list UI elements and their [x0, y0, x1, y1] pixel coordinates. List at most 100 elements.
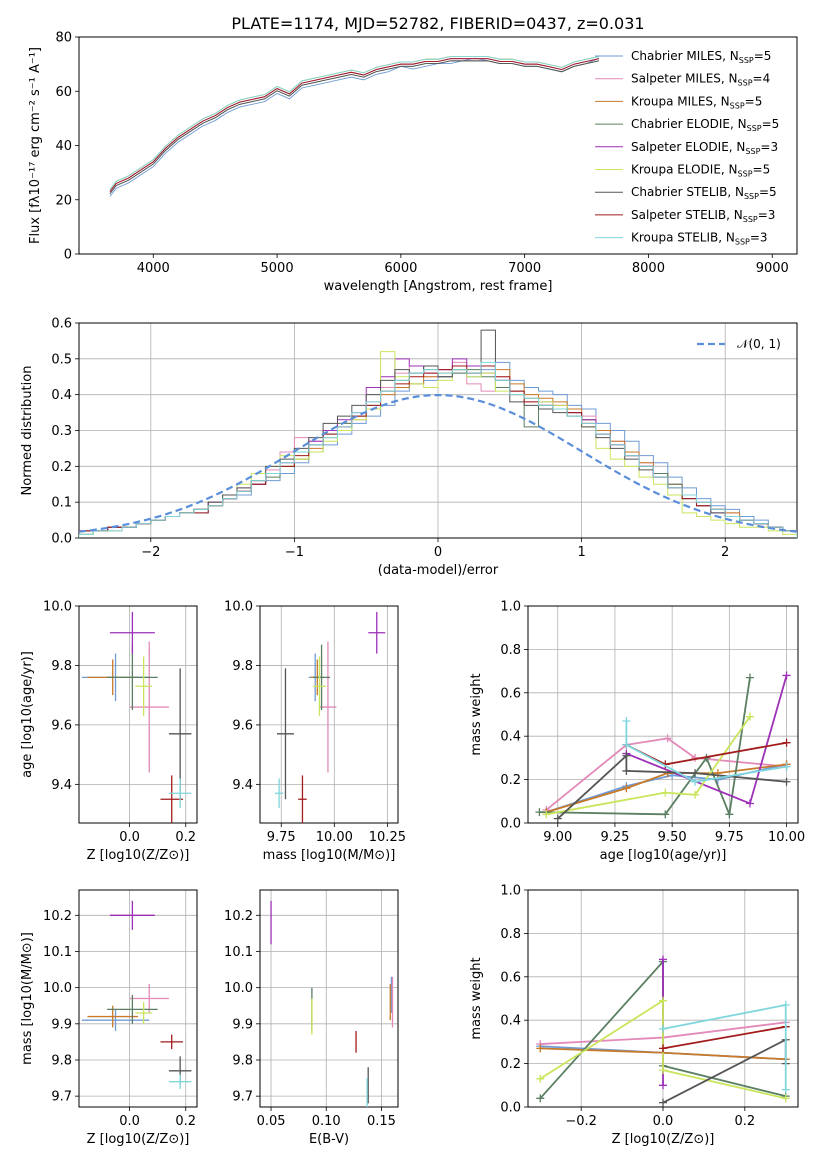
- y-tick-label: 9.8: [232, 1053, 253, 1068]
- plot-area-weight_vs_age: [535, 671, 791, 823]
- y-tick-label: 10.0: [43, 600, 72, 615]
- spectrum-line: [109, 60, 600, 195]
- weight-marker: [781, 1094, 790, 1103]
- weight-marker: [622, 717, 631, 726]
- x-tick-label: 5000: [261, 261, 294, 276]
- y-axis-label: mass weight: [469, 673, 484, 755]
- x-tick-label: −1: [285, 545, 304, 560]
- plot-area-mass_vs_Z: [81, 900, 192, 1089]
- figure-title: PLATE=1174, MJD=52782, FIBERID=0437, z=0…: [231, 14, 644, 33]
- spectrum-line: [109, 60, 600, 195]
- x-tick-label: 0: [434, 545, 442, 560]
- x-tick-label: 8000: [632, 261, 665, 276]
- spectrum-line: [109, 56, 600, 190]
- weight-marker: [536, 1094, 545, 1103]
- axes-frame: [78, 605, 198, 824]
- x-tick-label: −0.2: [565, 1114, 597, 1129]
- axes-frame: [259, 605, 399, 824]
- axes-frame: [78, 889, 198, 1108]
- weight-marker: [782, 738, 791, 747]
- legend-label: Kroupa STELIB, NSSP=3: [631, 231, 768, 247]
- x-tick-label: 2: [721, 545, 729, 560]
- weight-marker: [542, 810, 551, 819]
- x-tick-label: 0.0: [653, 1114, 674, 1129]
- plot-area-age_vs_mass: [274, 611, 386, 823]
- x-axis-label: wavelength [Angstrom, rest frame]: [324, 279, 553, 294]
- y-tick-label: 9.9: [51, 1017, 72, 1032]
- weight-line: [662, 1025, 786, 1050]
- y-tick-label: 9.6: [232, 718, 253, 733]
- x-tick-label: 9.25: [600, 830, 629, 845]
- weight-marker: [691, 790, 700, 799]
- x-tick-label: 0.10: [312, 1114, 341, 1129]
- weight-marker: [622, 740, 631, 749]
- x-tick-label: 9.50: [658, 830, 687, 845]
- y-tick-label: 0.6: [500, 686, 521, 701]
- weight-marker: [782, 762, 791, 771]
- x-tick-label: 10.00: [768, 830, 805, 845]
- weight-marker: [663, 734, 672, 743]
- panel-residuals: −2 −1 0 1 2 0.0 0.1 0.2 0.3 0.4 0.5 0.6 (data-model)…: [20, 317, 798, 578]
- weight-marker: [745, 712, 754, 721]
- plot-area-residuals: [79, 329, 797, 538]
- x-tick-label: 10.25: [369, 830, 406, 845]
- y-tick-label: 0.0: [51, 532, 72, 547]
- weight-line: [626, 675, 788, 805]
- weight-line: [539, 677, 751, 818]
- y-tick-label: 0.6: [500, 970, 521, 985]
- weight-marker: [782, 671, 791, 680]
- y-tick-label: 9.4: [232, 778, 253, 793]
- y-tick-label: 0.2: [500, 773, 521, 788]
- axes-frame: [78, 36, 798, 255]
- legend-label: Salpeter ELODIE, NSSP=3: [631, 140, 778, 156]
- x-tick-label: 9000: [756, 261, 789, 276]
- y-axis-label: mass weight: [469, 957, 484, 1039]
- weight-marker: [745, 673, 754, 682]
- weight-marker: [536, 1044, 545, 1053]
- weight-marker: [661, 810, 670, 819]
- panel-mass_vs_ebv: 0.05 0.10 0.15 9.7 9.8 9.9 10.0 10.1 10.2 E(B-V): [224, 889, 399, 1147]
- y-tick-label: 1.0: [500, 884, 521, 899]
- legend-label: Kroupa MILES, NSSP=5: [631, 94, 762, 110]
- weight-marker: [622, 784, 631, 793]
- y-tick-label: 9.7: [232, 1090, 253, 1105]
- y-tick-label: 9.4: [51, 778, 72, 793]
- weight-marker: [659, 1044, 667, 1053]
- plot-area-spectrum: [109, 56, 600, 197]
- x-tick-label: 1: [577, 545, 585, 560]
- y-tick-label: 0.0: [500, 817, 521, 832]
- y-tick-label: 10.2: [43, 909, 72, 924]
- legend-label: Chabrier MILES, NSSP=5: [631, 49, 771, 65]
- y-tick-label: 0.1: [51, 496, 72, 511]
- weight-marker: [659, 955, 667, 964]
- weight-marker: [745, 799, 754, 808]
- weight-marker: [659, 1081, 667, 1090]
- x-tick-label: 6000: [384, 261, 417, 276]
- weight-line: [625, 721, 787, 783]
- weight-marker: [553, 814, 562, 823]
- x-tick-label: 0.05: [257, 1114, 286, 1129]
- weight-marker: [659, 1066, 667, 1075]
- weight-marker: [659, 1098, 667, 1107]
- spectrum-line: [109, 58, 600, 192]
- y-tick-label: 80: [55, 31, 72, 46]
- weight-marker: [659, 996, 667, 1005]
- histogram-series: [79, 361, 797, 538]
- x-tick-label: 4000: [137, 261, 170, 276]
- legend-label: Chabrier STELIB, NSSP=5: [631, 185, 777, 201]
- weight-marker: [661, 788, 670, 797]
- x-tick-label: 7000: [508, 261, 541, 276]
- weight-marker: [691, 769, 700, 778]
- legend-label: 𝒩(0, 1): [737, 337, 781, 351]
- y-tick-label: 0.4: [51, 388, 72, 403]
- x-tick-label: 0.15: [367, 1114, 396, 1129]
- x-axis-label: Z [log10(Z/Z⊙)]: [87, 848, 190, 863]
- y-tick-label: 10.0: [43, 981, 72, 996]
- panel-weight_vs_age: 9.00 9.25 9.50 9.75 10.00 0.0 0.2 0.4 0.6 0.8 1.0 a…: [469, 600, 805, 864]
- weight-marker: [535, 808, 544, 817]
- plot-area-mass_vs_ebv: [270, 900, 394, 1107]
- weight-line: [546, 716, 751, 816]
- x-tick-label: 9.75: [715, 830, 744, 845]
- y-axis-label: age [log10(age/yr)]: [20, 651, 35, 778]
